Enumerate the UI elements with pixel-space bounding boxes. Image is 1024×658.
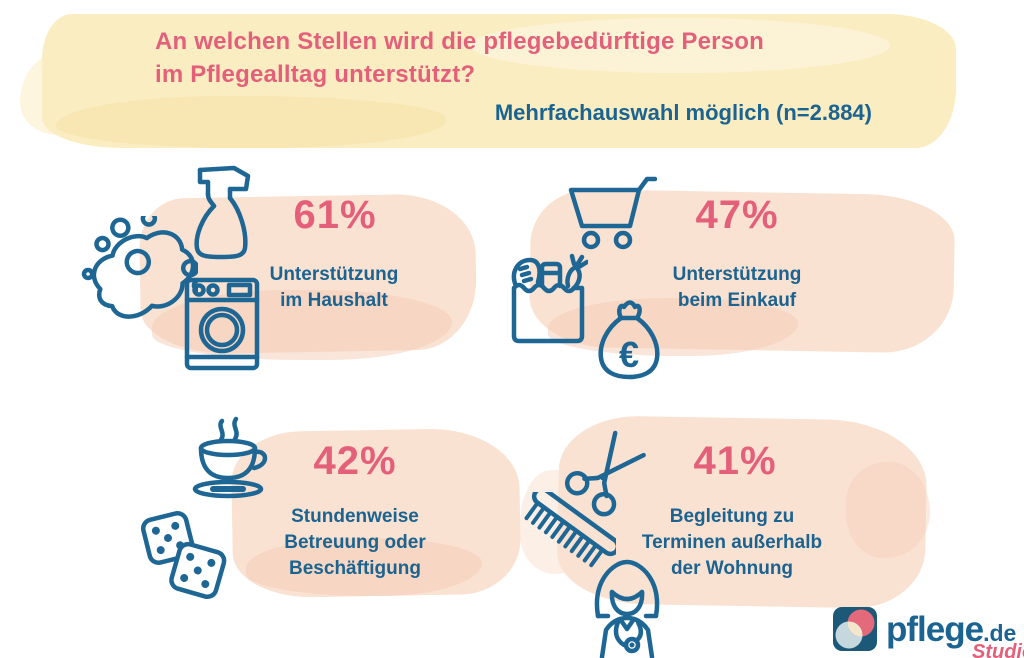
caregiver-icon xyxy=(594,559,660,658)
wash-blob xyxy=(470,18,890,73)
stat-block-begleitung: 41% Begleitung zu Terminen außerhalb der… xyxy=(500,405,945,658)
stat-label-line: Unterstützung xyxy=(672,264,802,285)
dice-icon xyxy=(140,510,227,600)
stat-label: Begleitung zu Terminen außerhalb der Woh… xyxy=(622,504,842,582)
grocery-bag-icon xyxy=(511,253,588,344)
wash-blob xyxy=(846,462,930,558)
stat-label-line: Beschäftigung xyxy=(289,558,421,579)
stat-value: 47% xyxy=(695,193,779,237)
stat-label-line: Stundenweise xyxy=(291,506,419,527)
stat-label: Stundenweise Betreuung oder Beschäftigun… xyxy=(245,504,465,582)
sponge-icon xyxy=(81,216,198,319)
money-bag-euro-icon: € xyxy=(598,300,660,380)
stat-value: 41% xyxy=(693,439,777,483)
pflege-de-logo-icon xyxy=(833,607,877,651)
stat-label-line: Terminen außerhalb xyxy=(641,532,823,553)
stat-label-line: beim Einkauf xyxy=(677,290,797,311)
stat-label: Unterstützung im Haushalt xyxy=(234,262,434,314)
stat-block-einkauf: € 47% Unterstützung beim Einkauf xyxy=(500,160,960,380)
wash-blob xyxy=(868,214,952,324)
wash-blob xyxy=(56,96,446,148)
wash-blob xyxy=(548,298,798,356)
stat-label-line: Unterstützung xyxy=(269,264,399,285)
logo-brand-text: pflege xyxy=(886,610,984,649)
coffee-cup-icon xyxy=(192,416,268,499)
stat-value: 61% xyxy=(293,193,377,237)
comb-icon xyxy=(524,492,616,568)
stat-label: Unterstützung beim Einkauf xyxy=(637,262,837,314)
sample-note: Mehrfachauswahl möglich (n=2.884) xyxy=(494,100,872,125)
stat-block-betreuung: 42% Stundenweise Betreuung oder Beschäft… xyxy=(130,410,530,610)
title-line-2: im Pflegealltag unterstützt? xyxy=(155,61,476,88)
euro-symbol: € xyxy=(619,334,639,375)
logo-studie-text: Studie xyxy=(972,641,1024,658)
shopping-cart-icon xyxy=(568,176,657,250)
wash-blob xyxy=(246,538,482,596)
stat-block-haushalt: 61% Unterstützung im Haushalt xyxy=(80,160,490,375)
stat-value: 42% xyxy=(313,439,397,483)
logo-wordmark: pflege.de xyxy=(886,610,1016,650)
stat-label-line: Begleitung zu xyxy=(669,506,795,527)
washing-machine-icon xyxy=(184,277,260,371)
scissors-icon xyxy=(564,430,646,517)
stat-label-line: Betreuung oder xyxy=(284,532,426,553)
stat-label-line: der Wohnung xyxy=(670,558,794,579)
infographic-title: An welchen Stellen wird die pflegebedürf… xyxy=(155,25,764,91)
stat-label-line: im Haushalt xyxy=(280,290,388,311)
title-line-1: An welchen Stellen wird die pflegebedürf… xyxy=(155,28,764,55)
logo-tld-text: .de xyxy=(983,620,1017,646)
spray-bottle-icon xyxy=(194,165,251,260)
